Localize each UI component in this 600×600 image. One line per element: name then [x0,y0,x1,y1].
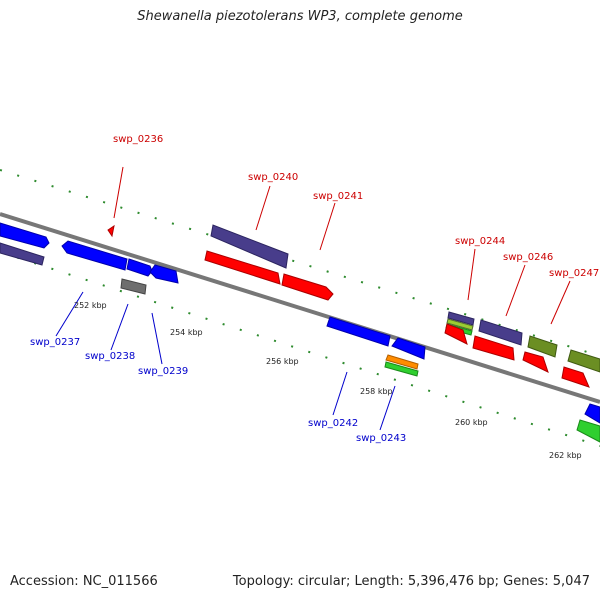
gene-block[interactable] [0,242,45,266]
leader-line [550,280,571,325]
leader-line [505,264,526,317]
leader-line [319,202,336,251]
scale-label: 262 kbp [549,451,582,460]
scale-label: 256 kbp [266,357,299,366]
gene-block[interactable] [126,258,153,277]
gene-block[interactable] [61,240,128,271]
gene-block[interactable] [210,224,289,269]
gene-block[interactable] [0,222,50,249]
leader-line [332,371,348,416]
gene-label[interactable]: swp_0243 [356,433,406,444]
gene-block[interactable] [472,335,515,361]
gene-block[interactable] [567,349,600,373]
gene-block[interactable] [149,264,179,284]
gene-block[interactable] [385,354,419,370]
leader-line [151,312,163,365]
scale-label: 258 kbp [360,387,393,396]
gene-block[interactable] [444,323,468,345]
gene-label[interactable]: swp_0238 [85,351,135,362]
gene-block[interactable] [384,361,419,377]
accession-text: Accession: NC_011566 [10,574,158,589]
gene-block[interactable] [204,250,281,285]
gene-block[interactable] [527,335,558,358]
gene-label[interactable]: swp_0242 [308,418,358,429]
gene-block[interactable] [446,318,474,331]
scale-label: 254 kbp [170,328,203,337]
leader-line [379,385,396,431]
gene-label[interactable]: swp_0241 [313,191,363,202]
leader-line [255,185,271,231]
gene-block[interactable] [120,278,147,295]
gene-block[interactable] [107,224,115,238]
genome-backbone [0,212,600,404]
gene-block[interactable] [326,316,391,347]
gene-block[interactable] [391,337,426,360]
gene-block[interactable] [584,403,600,424]
scale-label: 252 kbp [74,301,107,310]
leader-line [110,303,129,351]
scale-label: 260 kbp [455,418,488,427]
map-title: Shewanella piezotolerans WP3, complete g… [137,9,463,24]
gene-block[interactable] [561,366,590,388]
gene-label[interactable]: swp_0247 [549,268,599,279]
gene-label[interactable]: swp_0236 [113,134,163,145]
gene-label[interactable]: swp_0239 [138,366,188,377]
gene-label[interactable]: swp_0240 [248,172,298,183]
gene-block[interactable] [522,351,549,373]
gene-label[interactable]: swp_0237 [30,337,80,348]
leader-line [113,166,124,219]
gene-block[interactable] [281,273,334,301]
gene-block[interactable] [576,419,600,443]
gene-label[interactable]: swp_0246 [503,252,553,263]
leader-line [467,248,476,301]
genome-summary-text: Topology: circular; Length: 5,396,476 bp… [232,574,590,589]
gene-block[interactable] [478,319,523,346]
gene-block[interactable] [447,311,475,326]
leader-line [55,291,84,337]
upper-tick-track [0,169,600,357]
gene-label[interactable]: swp_0244 [455,236,505,247]
